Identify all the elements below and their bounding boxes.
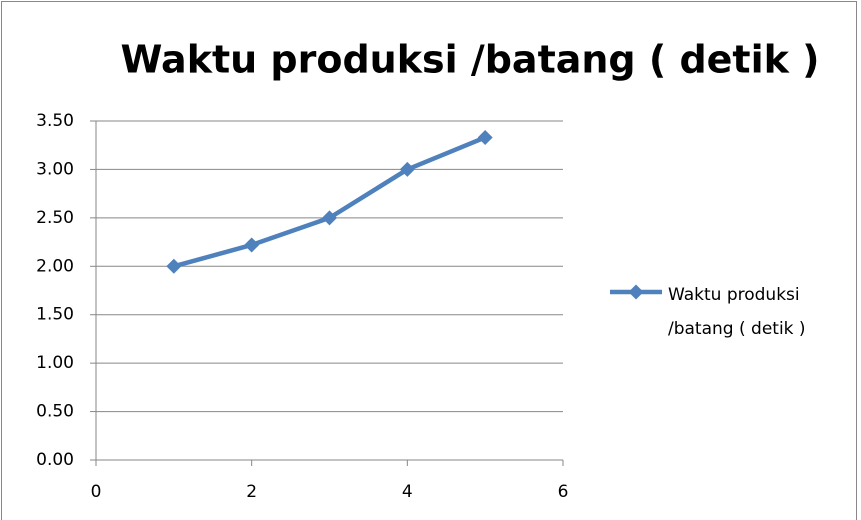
data-point <box>166 258 182 274</box>
y-tick-label: 0.50 <box>36 402 74 422</box>
y-tick-label: 1.50 <box>36 305 74 325</box>
x-tick-label: 4 <box>402 482 413 502</box>
y-tick-label: 3.00 <box>36 159 74 179</box>
legend-marker <box>628 284 644 300</box>
x-tick-label: 0 <box>91 482 102 502</box>
data-point <box>322 210 337 226</box>
chart-title: Waktu produksi /batang ( detik ) <box>120 38 819 82</box>
data-point <box>244 237 260 253</box>
legend-label: Waktu produksi /batang ( detik ) <box>668 285 806 339</box>
y-tick-label: 0.00 <box>36 450 74 470</box>
y-tick-label: 2.00 <box>36 256 74 276</box>
y-tick-label: 2.50 <box>36 208 74 228</box>
x-tick-label: 2 <box>246 482 257 502</box>
data-point <box>477 129 493 145</box>
y-tick-label: 3.50 <box>36 111 74 131</box>
x-tick-label: 6 <box>558 482 569 502</box>
y-tick-label: 1.00 <box>36 353 74 373</box>
data-point <box>399 161 415 177</box>
series-line <box>173 135 487 269</box>
